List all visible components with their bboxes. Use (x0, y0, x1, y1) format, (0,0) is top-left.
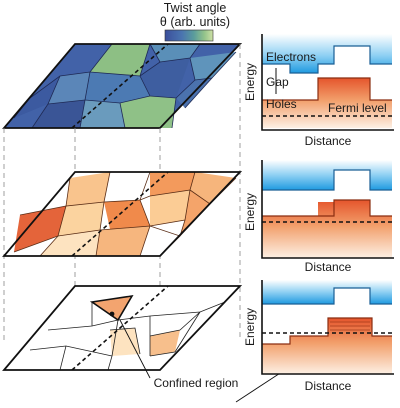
electron-band (262, 280, 392, 304)
hole-band (262, 78, 392, 128)
colorbar-units: θ (arb. units) (160, 15, 230, 29)
confined-point-marker (109, 311, 115, 317)
hole-band (262, 318, 392, 374)
colorbar-title: Twist angle (164, 1, 227, 15)
electron-band (262, 160, 392, 190)
confined-domain-outline (89, 294, 134, 322)
domain-cell (90, 44, 150, 76)
domain-cell (120, 96, 176, 128)
distance-axis-label: Distance (305, 134, 352, 148)
domain-cell (104, 172, 150, 202)
domain-cell (85, 72, 150, 103)
domain-cell (110, 328, 140, 356)
domain-map-bottom-background (4, 286, 240, 370)
energy-axis-label: Energy (243, 193, 257, 231)
domain-cell (40, 230, 100, 256)
holes-label: Holes (266, 97, 297, 111)
profile-cut-line (71, 285, 169, 371)
domain-cell (80, 100, 125, 128)
band-diagram-bottom: Energy Distance (243, 280, 394, 393)
projection-guides (3, 44, 241, 340)
hole-band (262, 200, 392, 258)
band-diagram-middle: Energy Distance (243, 160, 394, 274)
domain-cell (190, 172, 236, 204)
energy-axis-label: Energy (243, 308, 257, 346)
domain-cell (32, 100, 85, 128)
confined-region-label: Confined region (154, 376, 239, 390)
axes (261, 160, 394, 259)
domain-cell (150, 330, 180, 356)
domain-cell (14, 206, 66, 252)
domain-cell (140, 226, 180, 256)
confined-domain (92, 296, 132, 320)
profile-cut-line (71, 171, 169, 257)
profile-cut-line (71, 43, 169, 129)
domain-map-bottom-outline (2, 285, 243, 371)
domain-map-middle (2, 171, 243, 257)
domain-cell (180, 190, 210, 236)
domain-cell (58, 202, 104, 236)
domain-cell (150, 172, 195, 196)
distance-axis-label: Distance (305, 379, 352, 393)
electrons-label: Electrons (266, 50, 316, 64)
gap-label: Gap (266, 75, 289, 89)
domain-cell (140, 58, 190, 98)
domain-cell (14, 76, 60, 118)
band-diagram-top: Electrons Gap Holes Fermi level Energy D… (243, 34, 394, 148)
electron-band (262, 34, 392, 73)
domain-cell (66, 172, 110, 206)
energy-axis-label: Energy (243, 63, 257, 101)
axes (261, 280, 394, 375)
domain-cell (96, 226, 150, 256)
axes (261, 34, 394, 131)
twist-angle-colorbar: Twist angle θ (arb. units) (160, 1, 230, 42)
domain-map-bottom (2, 285, 243, 371)
domain-cell (150, 190, 190, 226)
fermi-level-label: Fermi level (328, 101, 387, 115)
domain-map-top (2, 43, 243, 129)
domain-map-middle-outline (2, 171, 243, 257)
quantized-levels (330, 321, 370, 331)
colorbar-gradient (164, 29, 214, 42)
distance-axis-label: Distance (305, 260, 352, 274)
